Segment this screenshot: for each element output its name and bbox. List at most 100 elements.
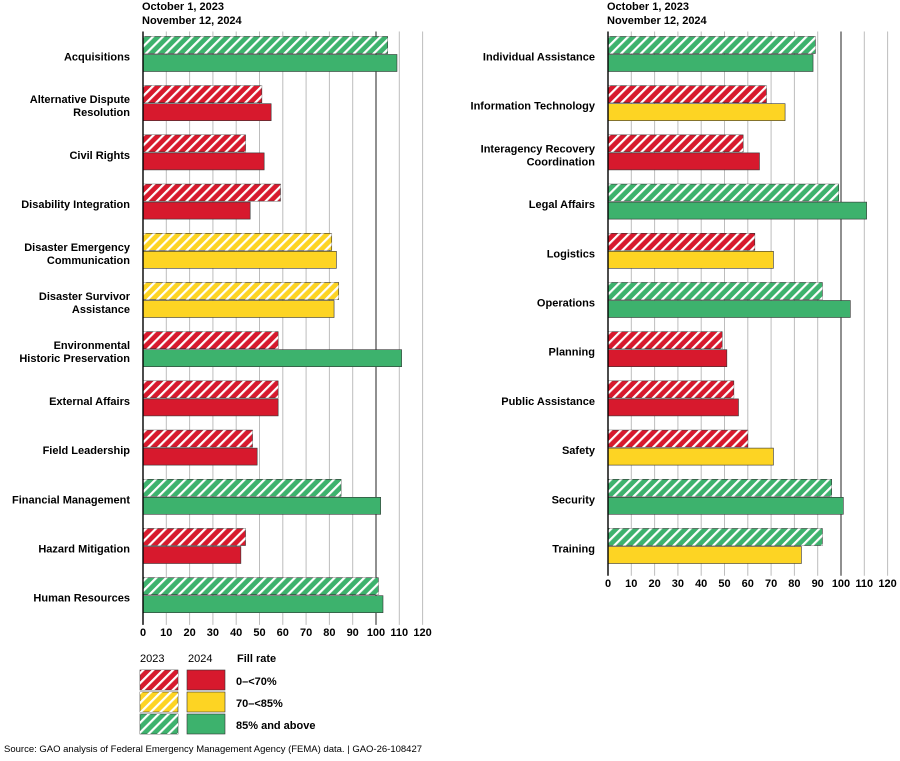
category-training: Training bbox=[552, 528, 823, 564]
category-planning: Planning bbox=[549, 331, 728, 368]
legend: 2023 2024 Fill rate 0–<70% 70–<85% 85% a… bbox=[139, 653, 315, 735]
category-safety: Safety bbox=[562, 429, 774, 466]
bar-hatch-planning bbox=[608, 331, 723, 349]
category-financial-management: Financial Management bbox=[12, 478, 381, 515]
x-tick-label: 40 bbox=[695, 578, 707, 590]
category-label: Alternative Dispute bbox=[30, 94, 130, 106]
category-individual-assistance: Individual Assistance bbox=[483, 36, 816, 72]
category-label: Safety bbox=[562, 445, 596, 457]
bar-2024-financial-management bbox=[142, 496, 381, 515]
header-date-2024-left: November 12, 2024 bbox=[142, 15, 243, 27]
bar-2024-civil-rights bbox=[142, 152, 265, 171]
bar-hatch-legal-affairs bbox=[608, 184, 839, 202]
category-label: Interagency Recovery bbox=[481, 143, 596, 155]
x-tick-label: 0 bbox=[140, 627, 146, 639]
right-bar-chart: Individual Assistance Information Technol… bbox=[471, 31, 897, 590]
x-tick-label: 100 bbox=[367, 627, 385, 639]
category-logistics: Logistics bbox=[547, 233, 774, 269]
category-label: Historic Preservation bbox=[19, 353, 130, 365]
category-label: Disability Integration bbox=[21, 199, 130, 211]
x-tick-label: 70 bbox=[765, 578, 777, 590]
bar-hatch-financial-management bbox=[143, 479, 342, 497]
x-tick-label: 60 bbox=[277, 627, 289, 639]
category-label: Disaster Emergency bbox=[24, 242, 131, 254]
bar-2024-human-resources bbox=[142, 595, 384, 614]
legend-label-low: 0–<70% bbox=[236, 676, 277, 688]
left-panel-header: October 1, 2023 November 12, 2024 bbox=[142, 1, 243, 27]
category-public-assistance: Public Assistance bbox=[501, 380, 739, 417]
x-tick-label: 100 bbox=[832, 578, 850, 590]
bar-hatch-external-affairs bbox=[143, 380, 279, 398]
legend-swatch-2024-0 bbox=[186, 669, 226, 691]
category-label: Financial Management bbox=[12, 494, 130, 506]
bar-2024-logistics bbox=[607, 251, 774, 269]
legend-swatch-2024-1 bbox=[186, 691, 226, 713]
bar-hatch-environmental-historic-preservation bbox=[143, 331, 279, 349]
category-operations: Operations bbox=[537, 282, 851, 318]
category-label: Communication bbox=[47, 255, 130, 267]
legend-swatch-hatch-2 bbox=[140, 714, 178, 734]
source-note: Source: GAO analysis of Federal Emergenc… bbox=[4, 744, 422, 755]
category-label: Environmental bbox=[54, 340, 130, 352]
bar-2024-operations bbox=[607, 300, 851, 318]
x-tick-label: 120 bbox=[413, 627, 431, 639]
x-tick-label: 110 bbox=[390, 627, 408, 639]
category-label: Human Resources bbox=[33, 593, 130, 605]
bar-hatch-disaster-emergency-communication bbox=[143, 233, 332, 251]
category-human-resources: Human Resources bbox=[33, 577, 384, 614]
category-label: Training bbox=[552, 544, 595, 556]
x-tick-label: 50 bbox=[253, 627, 265, 639]
bar-2024-safety bbox=[607, 447, 774, 466]
legend-swatch-hatch-0 bbox=[140, 670, 178, 690]
category-label: Assistance bbox=[72, 304, 130, 316]
bar-hatch-security bbox=[608, 479, 832, 497]
legend-label-high: 85% and above bbox=[236, 720, 315, 732]
bar-hatch-public-assistance bbox=[608, 380, 734, 398]
category-label: Information Technology bbox=[471, 101, 596, 113]
x-tick-label: 110 bbox=[855, 578, 873, 590]
bar-hatch-alternative-dispute-resolution bbox=[143, 85, 262, 103]
bar-hatch-safety bbox=[608, 430, 748, 448]
x-tick-label: 20 bbox=[648, 578, 660, 590]
x-tick-label: 120 bbox=[878, 578, 896, 590]
bar-2024-hazard-mitigation bbox=[142, 546, 242, 564]
bar-hatch-disability-integration bbox=[143, 184, 281, 202]
category-label: Security bbox=[552, 494, 596, 506]
bar-2024-environmental-historic-preservation bbox=[142, 349, 402, 368]
header-date-2024-right: November 12, 2024 bbox=[607, 15, 708, 27]
bar-2024-field-leadership bbox=[142, 447, 258, 466]
category-information-technology: Information Technology bbox=[471, 85, 786, 121]
x-tick-labels-left: 0 10 20 30 40 50 60 70 80 90 100 110 120 bbox=[140, 627, 432, 639]
legend-year-2023: 2023 bbox=[140, 653, 164, 665]
category-label: Operations bbox=[537, 298, 595, 310]
category-security: Security bbox=[552, 478, 844, 515]
category-field-leadership: Field Leadership bbox=[43, 429, 258, 466]
bar-hatch-civil-rights bbox=[143, 134, 246, 152]
x-tick-label: 40 bbox=[230, 627, 242, 639]
category-label: Legal Affairs bbox=[529, 199, 595, 211]
category-label: Field Leadership bbox=[43, 445, 131, 457]
x-tick-label: 90 bbox=[812, 578, 824, 590]
x-tick-label: 90 bbox=[347, 627, 359, 639]
bar-2024-individual-assistance bbox=[607, 54, 814, 72]
category-label: Public Assistance bbox=[501, 396, 595, 408]
category-label: Planning bbox=[549, 347, 595, 359]
category-label: Individual Assistance bbox=[483, 52, 595, 64]
category-label: External Affairs bbox=[49, 396, 130, 408]
legend-swatch-2024-2 bbox=[186, 713, 226, 735]
bar-hatch-acquisitions bbox=[143, 36, 388, 54]
x-tick-label: 80 bbox=[788, 578, 800, 590]
category-label: Hazard Mitigation bbox=[38, 544, 130, 556]
bar-hatch-human-resources bbox=[143, 577, 379, 595]
legend-swatch-hatch-1 bbox=[140, 692, 178, 712]
x-tick-labels-right: 0 10 20 30 40 50 60 70 80 90 100 110 120 bbox=[605, 578, 897, 590]
bar-hatch-logistics bbox=[608, 233, 755, 251]
x-tick-label: 30 bbox=[672, 578, 684, 590]
bar-2024-training bbox=[607, 546, 802, 564]
x-tick-label: 70 bbox=[300, 627, 312, 639]
